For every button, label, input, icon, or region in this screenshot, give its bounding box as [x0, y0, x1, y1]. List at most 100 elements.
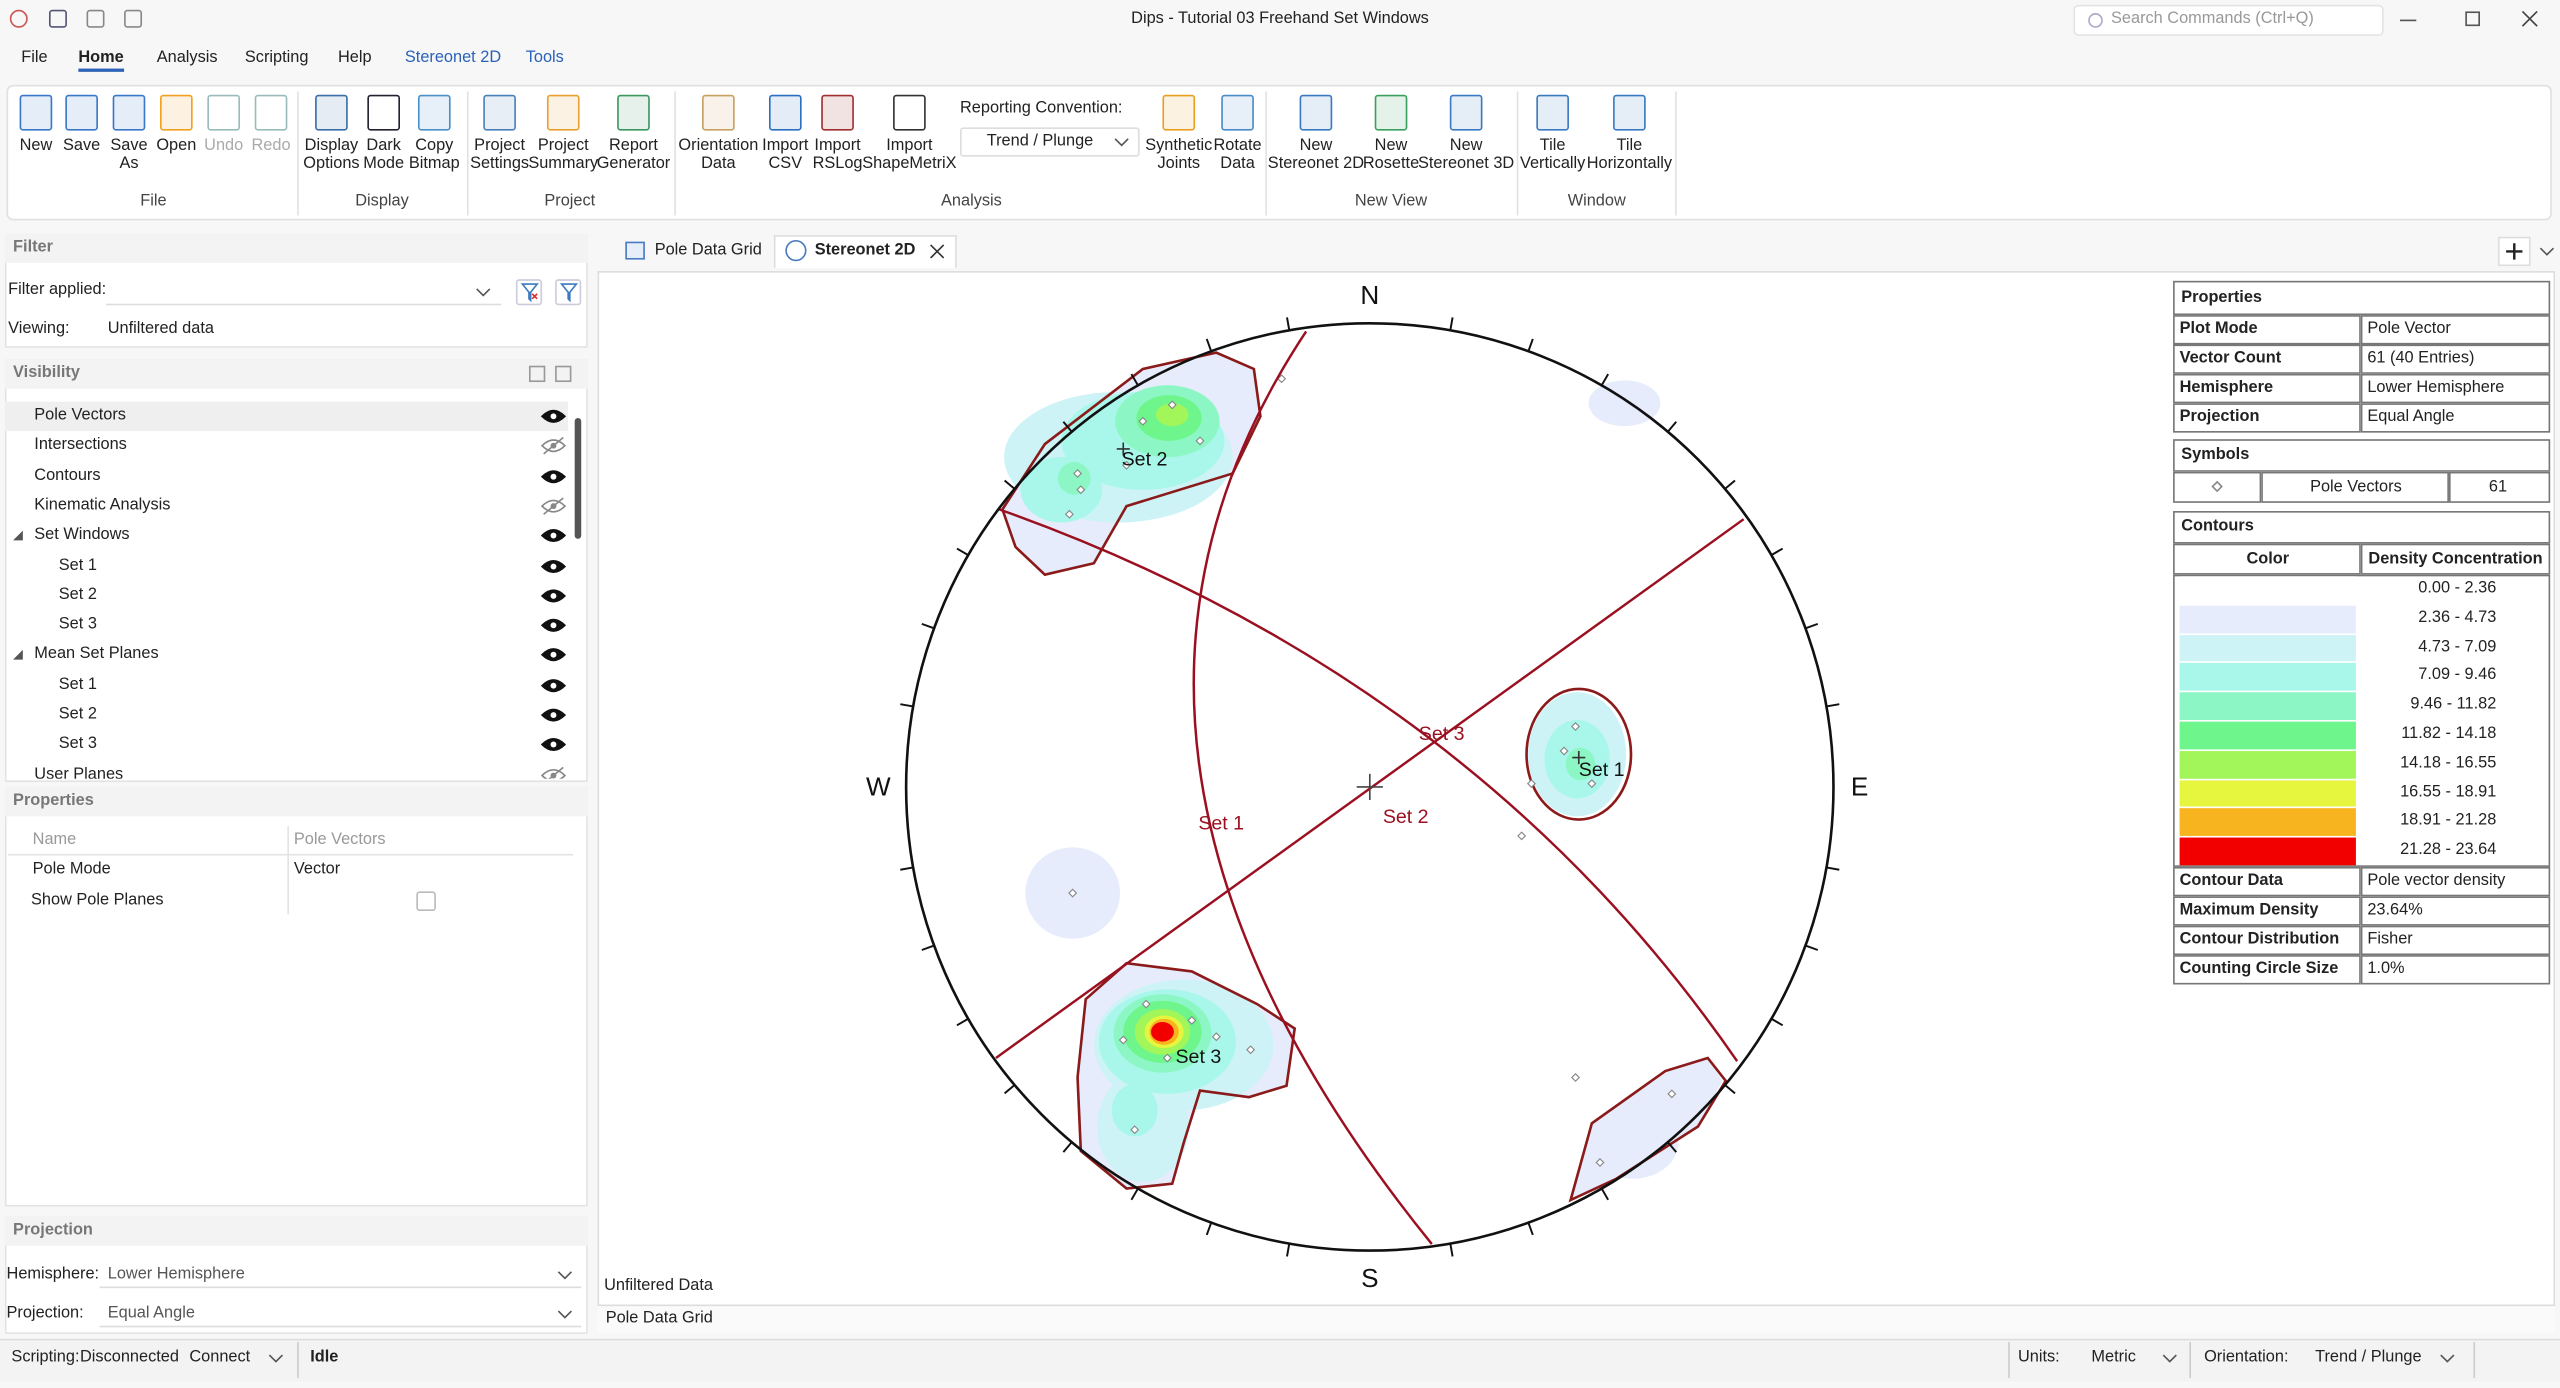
ribbon-button-label[interactable]: Tile: [1616, 137, 1643, 156]
ribbon-button-label[interactable]: Horizontally: [1586, 155, 1673, 174]
ribbon-button-label[interactable]: Import: [762, 137, 809, 156]
visibility-eye[interactable]: [540, 437, 567, 455]
ribbon-button-label[interactable]: Data: [1220, 155, 1255, 174]
ribbon-button-label[interactable]: Rotate: [1213, 137, 1262, 156]
ribbon-button-label[interactable]: New: [1299, 137, 1333, 156]
visibility-item[interactable]: Set 1: [58, 555, 97, 574]
visibility-eye[interactable]: [540, 529, 567, 543]
ribbon-button-icon[interactable]: [160, 94, 193, 131]
visibility-eye[interactable]: [540, 559, 567, 573]
restore-button[interactable]: [2465, 11, 2480, 27]
ribbon-button-label[interactable]: Save: [63, 137, 101, 156]
ribbon-button-label[interactable]: RSLog: [812, 155, 863, 174]
visibility-eye[interactable]: [540, 766, 567, 779]
projection-dropdown[interactable]: [99, 1301, 582, 1328]
ribbon-button-label[interactable]: Settings: [470, 155, 530, 174]
ribbon-button-label[interactable]: CSV: [768, 155, 803, 174]
visibility-eye[interactable]: [540, 409, 567, 423]
ribbon-button-label[interactable]: Dark: [366, 137, 401, 156]
ribbon-button-label[interactable]: Project: [474, 137, 525, 156]
ribbon-button-icon[interactable]: [1536, 94, 1569, 131]
visibility-eye[interactable]: [540, 618, 567, 632]
ribbon-button-label[interactable]: Copy: [415, 137, 454, 156]
tab-label[interactable]: Pole Data Grid: [654, 241, 762, 260]
filter-dropdown[interactable]: [106, 279, 502, 306]
ribbon-button-label[interactable]: Vertically: [1519, 155, 1586, 174]
ribbon-button-label[interactable]: ShapeMetriX: [862, 155, 957, 174]
ribbon-button-label[interactable]: Redo: [251, 137, 291, 156]
ribbon-button-icon[interactable]: [1221, 94, 1254, 131]
ribbon-button-label[interactable]: Import: [814, 137, 861, 156]
title-icon[interactable]: [124, 9, 143, 28]
bottom-tab[interactable]: Pole Data Grid: [605, 1309, 713, 1328]
visibility-eye[interactable]: [540, 469, 567, 483]
ribbon-button-label[interactable]: Open: [156, 137, 197, 156]
ribbon-button-label[interactable]: Mode: [363, 155, 405, 174]
ribbon-button-icon[interactable]: [112, 94, 146, 131]
units-dropdown[interactable]: Metric: [2091, 1348, 2136, 1367]
filter-button[interactable]: [555, 279, 582, 306]
ribbon-button-label[interactable]: Import: [886, 137, 933, 156]
ribbon-button-icon[interactable]: [546, 94, 580, 131]
ribbon-button-icon[interactable]: [65, 94, 98, 131]
menu-item[interactable]: Tools: [525, 48, 564, 67]
connect-dropdown[interactable]: Connect: [189, 1348, 251, 1367]
ribbon-button-label[interactable]: Tile: [1539, 137, 1566, 156]
ribbon-button-icon[interactable]: [893, 94, 926, 131]
hemisphere-dropdown[interactable]: [99, 1262, 582, 1289]
menu-item[interactable]: Home: [78, 48, 124, 67]
visibility-item[interactable]: Set 2: [58, 585, 97, 604]
ribbon-button-label[interactable]: Save: [110, 137, 148, 156]
ribbon-button-icon[interactable]: [1613, 94, 1646, 131]
visibility-item[interactable]: Pole Vectors: [34, 406, 126, 425]
ribbon-button-label[interactable]: Project: [537, 137, 589, 156]
ribbon-button-label[interactable]: Rosette: [1362, 155, 1420, 174]
visibility-item[interactable]: Set 1: [58, 675, 97, 694]
ribbon-button-icon[interactable]: [768, 94, 802, 131]
ribbon-button-icon[interactable]: [254, 94, 288, 131]
ribbon-button-label[interactable]: Data: [701, 155, 736, 174]
close-button[interactable]: [2521, 10, 2538, 27]
title-icon[interactable]: [86, 9, 105, 28]
ribbon-button-icon[interactable]: [315, 94, 348, 131]
menu-item[interactable]: Analysis: [156, 48, 218, 67]
ribbon-button-icon[interactable]: [1374, 94, 1408, 131]
ribbon-button-icon[interactable]: [821, 94, 854, 131]
ribbon-button-label[interactable]: As: [119, 155, 139, 174]
visibility-eye[interactable]: [540, 497, 567, 515]
menu-item[interactable]: Help: [337, 48, 372, 67]
ribbon-button-label[interactable]: Joints: [1157, 155, 1201, 174]
menu-item[interactable]: Scripting: [244, 48, 309, 67]
ribbon-button-label[interactable]: Synthetic: [1145, 137, 1213, 156]
ribbon-button-label[interactable]: Report: [608, 137, 658, 156]
ribbon-button-label[interactable]: Bitmap: [408, 155, 460, 174]
ribbon-button-icon[interactable]: [483, 94, 516, 131]
collapse-all-button[interactable]: [528, 365, 546, 383]
visibility-item[interactable]: Mean Set Planes: [34, 645, 159, 664]
filter-clear-button[interactable]: [515, 279, 543, 306]
orientation-dropdown[interactable]: Trend / Plunge: [2315, 1348, 2422, 1367]
ribbon-button-label[interactable]: New: [19, 137, 53, 156]
ribbon-button-label[interactable]: Generator: [596, 155, 671, 174]
visibility-item[interactable]: Set 3: [58, 735, 97, 754]
reporting-convention-dropdown[interactable]: [959, 127, 1140, 157]
ribbon-button-label[interactable]: Orientation: [678, 137, 759, 156]
visibility-item[interactable]: Set 3: [58, 615, 97, 634]
scrollbar-thumb[interactable]: [574, 417, 582, 539]
ribbon-button-label[interactable]: Undo: [204, 137, 244, 156]
visibility-eye[interactable]: [540, 738, 567, 752]
visibility-item[interactable]: Set Windows: [34, 526, 130, 544]
visibility-item[interactable]: User Planes: [34, 765, 124, 779]
visibility-item[interactable]: Intersections: [34, 436, 127, 455]
ribbon-button-icon[interactable]: [1449, 94, 1483, 131]
ribbon-button-label[interactable]: Options: [303, 155, 360, 174]
expand-all-button[interactable]: [555, 365, 572, 383]
ribbon-button-label[interactable]: New: [1374, 137, 1408, 156]
visibility-eye[interactable]: [540, 648, 567, 662]
ribbon-button-icon[interactable]: [207, 94, 240, 131]
ribbon-button-icon[interactable]: [1162, 94, 1196, 131]
ribbon-button-label[interactable]: Summary: [528, 155, 599, 174]
menu-item[interactable]: File: [21, 48, 48, 67]
ribbon-button-label[interactable]: Display: [304, 137, 359, 156]
ribbon-button-label[interactable]: Stereonet 2D: [1267, 155, 1365, 174]
